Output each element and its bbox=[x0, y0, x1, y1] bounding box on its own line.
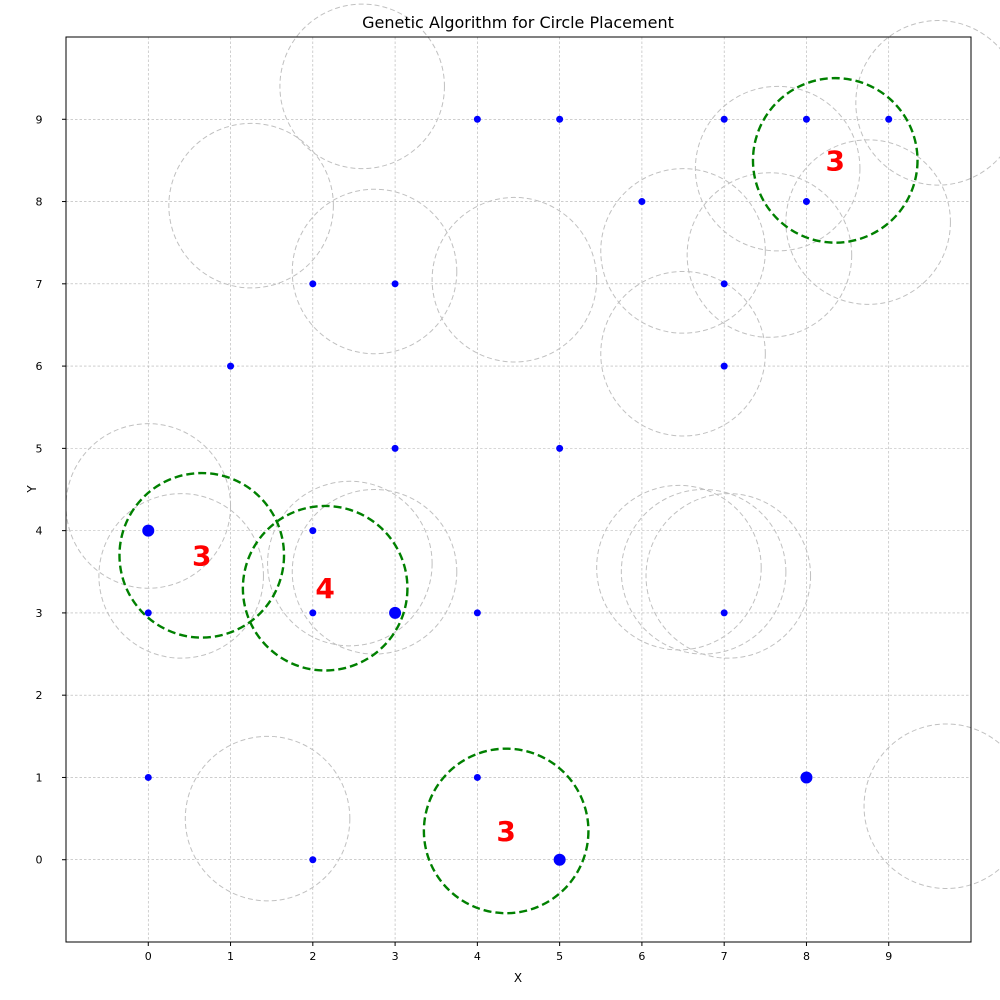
data-point bbox=[473, 773, 481, 781]
x-tick-label: 3 bbox=[392, 950, 399, 963]
y-tick-label: 4 bbox=[36, 525, 43, 538]
data-point bbox=[309, 856, 317, 864]
best-circle bbox=[118, 471, 286, 639]
candidate-circle bbox=[98, 493, 264, 659]
candidate-circles bbox=[65, 3, 1000, 902]
candidate-circle bbox=[600, 168, 766, 334]
data-points bbox=[142, 115, 893, 866]
y-tick-label: 0 bbox=[36, 854, 43, 867]
y-tick-label: 9 bbox=[36, 113, 43, 126]
data-point bbox=[473, 115, 481, 123]
candidate-circle bbox=[279, 3, 445, 170]
y-tick-label: 8 bbox=[36, 196, 43, 209]
highlighted-point bbox=[389, 606, 402, 619]
x-tick-label: 8 bbox=[803, 950, 810, 963]
data-point bbox=[391, 444, 399, 452]
data-point bbox=[802, 115, 810, 123]
x-tick-label: 7 bbox=[721, 950, 728, 963]
data-point bbox=[309, 280, 317, 288]
candidate-circle bbox=[694, 85, 861, 252]
data-point bbox=[802, 198, 810, 206]
y-axis-label: Y bbox=[25, 485, 39, 494]
candidate-circle bbox=[855, 20, 1000, 186]
y-tick-label: 7 bbox=[36, 278, 43, 291]
plot-area bbox=[66, 37, 971, 942]
best-circle bbox=[422, 747, 590, 915]
data-point bbox=[720, 362, 728, 370]
candidate-circle bbox=[184, 735, 351, 902]
x-tick-label: 6 bbox=[638, 950, 645, 963]
candidate-circle bbox=[267, 480, 433, 647]
candidate-circle bbox=[431, 196, 598, 363]
y-tick-label: 1 bbox=[36, 771, 43, 784]
circle-count-label: 4 bbox=[315, 572, 334, 605]
x-tick-label: 2 bbox=[309, 950, 316, 963]
candidate-circle bbox=[863, 723, 1000, 889]
x-tick-label: 1 bbox=[227, 950, 234, 963]
data-point bbox=[720, 280, 728, 288]
data-point bbox=[144, 773, 152, 781]
y-tick-label: 6 bbox=[36, 360, 43, 373]
y-tick-label: 2 bbox=[36, 689, 43, 702]
highlighted-point bbox=[142, 524, 155, 537]
best-circle bbox=[751, 76, 919, 244]
plot-frame bbox=[65, 36, 972, 943]
y-tick-label: 3 bbox=[36, 607, 43, 620]
x-tick-label: 5 bbox=[556, 950, 563, 963]
data-point bbox=[391, 280, 399, 288]
candidate-circle bbox=[686, 172, 853, 338]
candidate-circle bbox=[785, 139, 951, 305]
x-tick-label: 4 bbox=[474, 950, 481, 963]
data-point bbox=[473, 609, 481, 617]
circle-count-label: 3 bbox=[496, 815, 515, 848]
grid bbox=[66, 37, 971, 942]
data-point bbox=[227, 362, 235, 370]
highlighted-point bbox=[800, 771, 813, 784]
x-tick-label: 0 bbox=[145, 950, 152, 963]
chart-title: Genetic Algorithm for Circle Placement bbox=[362, 13, 674, 32]
data-point bbox=[556, 444, 564, 452]
count-labels: 3 4 3 3 bbox=[192, 144, 845, 848]
data-point bbox=[720, 609, 728, 617]
data-point bbox=[720, 115, 728, 123]
y-tick-label: 5 bbox=[36, 442, 43, 455]
data-point bbox=[556, 115, 564, 123]
data-point bbox=[309, 609, 317, 617]
x-tick-label: 9 bbox=[885, 950, 892, 963]
circle-count-label: 3 bbox=[826, 144, 845, 177]
best-circles bbox=[118, 76, 919, 915]
highlighted-point bbox=[553, 853, 566, 866]
x-axis-label: X bbox=[514, 971, 522, 985]
data-point bbox=[144, 609, 152, 617]
candidate-circle bbox=[291, 188, 458, 355]
data-point bbox=[885, 115, 893, 123]
axis-ticks: 0 1 2 3 4 5 6 7 8 9 0 1 2 3 4 5 6 7 8 9 bbox=[36, 113, 893, 963]
candidate-circle bbox=[645, 493, 812, 659]
candidate-circle bbox=[600, 270, 766, 437]
data-point bbox=[309, 527, 317, 535]
candidate-circle bbox=[168, 122, 334, 289]
circle-count-label: 3 bbox=[192, 539, 211, 572]
data-point bbox=[638, 198, 646, 206]
best-circle bbox=[241, 504, 409, 672]
